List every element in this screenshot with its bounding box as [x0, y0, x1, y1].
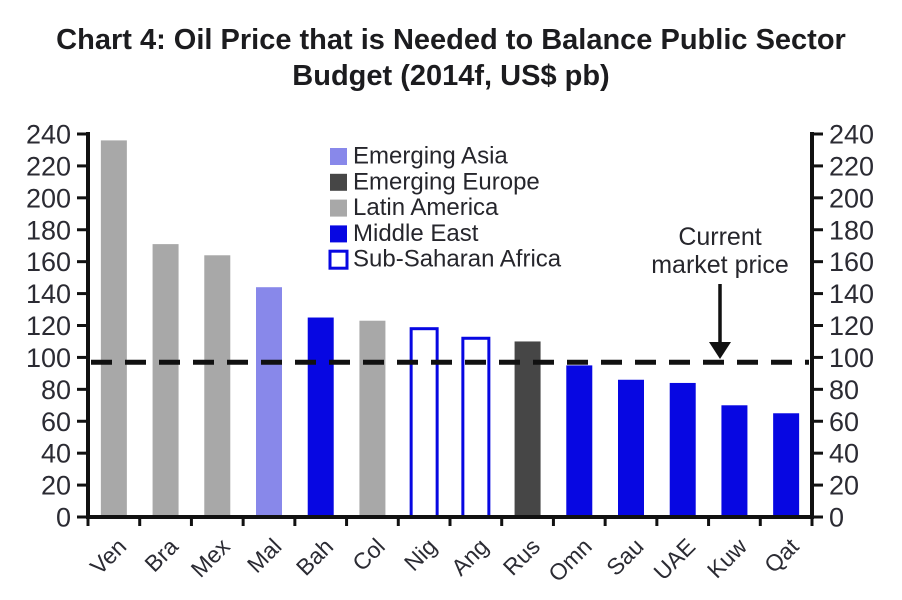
- x-category-label: Ang: [446, 533, 493, 580]
- x-category-label: Sau: [601, 533, 648, 580]
- chart-title-line1: Chart 4: Oil Price that is Needed to Bal…: [56, 24, 846, 56]
- bar-mex: [204, 255, 231, 518]
- bar-omn: [566, 365, 593, 517]
- bar-uae: [669, 382, 696, 517]
- y-tick-label-right: 100: [829, 343, 874, 373]
- bar-rus: [514, 341, 541, 517]
- bar-col: [359, 320, 386, 517]
- y-tick-label-left: 80: [41, 375, 71, 405]
- legend-swatch-5: [328, 249, 349, 270]
- y-tick-label-right: 160: [829, 247, 874, 277]
- y-tick-label-right: 180: [829, 215, 874, 245]
- y-tick-label-right: 60: [829, 407, 859, 437]
- y-tick-label-left: 60: [41, 407, 71, 437]
- x-category-label: Nig: [399, 533, 442, 576]
- x-category-label: Omn: [543, 533, 597, 587]
- y-tick-label-right: 240: [829, 120, 874, 150]
- y-tick-label-left: 120: [26, 311, 71, 341]
- y-tick-label-left: 0: [56, 503, 71, 533]
- y-tick-label-left: 220: [26, 151, 71, 181]
- legend-swatch-3: [330, 199, 347, 217]
- y-tick-label-left: 100: [26, 343, 71, 373]
- bar-qat: [773, 413, 800, 517]
- bar-mal: [256, 287, 282, 517]
- y-tick-label-right: 140: [829, 279, 874, 309]
- y-tick-label-right: 220: [829, 151, 874, 181]
- legend-label-4: Middle East: [353, 220, 479, 247]
- x-category-label: Ven: [85, 533, 131, 579]
- y-tick-label-left: 180: [26, 215, 71, 245]
- x-category-label: Mal: [242, 533, 287, 578]
- bar-kuw: [721, 405, 748, 517]
- x-category-label: Kuw: [702, 533, 752, 583]
- legend-label-3: Latin America: [353, 194, 499, 221]
- y-tick-label-left: 20: [41, 471, 71, 501]
- bar-bra: [152, 244, 179, 518]
- y-tick-label-right: 80: [829, 375, 859, 405]
- legend-label-5: Sub-Saharan Africa: [353, 246, 562, 273]
- x-category-label: Col: [347, 533, 390, 576]
- annotation-arrow-head: [709, 342, 731, 359]
- x-category-label: UAE: [648, 533, 700, 585]
- y-tick-label-left: 40: [41, 439, 71, 469]
- legend-swatch-2: [330, 173, 347, 191]
- legend-swatch-4: [330, 225, 347, 243]
- bar-bah: [307, 317, 334, 517]
- y-tick-label-left: 240: [26, 120, 71, 150]
- y-tick-label-left: 200: [26, 183, 71, 213]
- y-tick-label-right: 20: [829, 471, 859, 501]
- x-category-label: Bra: [139, 533, 183, 577]
- annotation-line2: market price: [651, 251, 789, 279]
- bar-ven: [100, 140, 127, 517]
- y-tick-label-right: 0: [829, 503, 844, 533]
- y-tick-label-left: 160: [26, 247, 71, 277]
- legend-label-2: Emerging Europe: [353, 168, 540, 195]
- legend-swatch-1: [330, 148, 347, 165]
- bar-nig: [409, 327, 439, 519]
- chart-title: Chart 4: Oil Price that is Needed to Bal…: [0, 22, 902, 94]
- y-tick-label-left: 140: [26, 279, 71, 309]
- y-tick-label-right: 120: [829, 311, 874, 341]
- legend-label-1: Emerging Asia: [353, 143, 508, 170]
- y-tick-label-right: 200: [829, 183, 874, 213]
- bar-sau: [618, 379, 644, 517]
- annotation-line1: Current: [678, 223, 761, 251]
- bar-ang: [461, 336, 491, 519]
- x-category-label: Bah: [291, 533, 338, 580]
- x-category-label: Rus: [498, 533, 545, 580]
- y-tick-label-right: 40: [829, 439, 859, 469]
- chart-title-line2: Budget (2014f, US$ pb): [292, 60, 610, 92]
- x-category-label: Qat: [759, 533, 804, 578]
- x-category-label: Mex: [186, 533, 235, 582]
